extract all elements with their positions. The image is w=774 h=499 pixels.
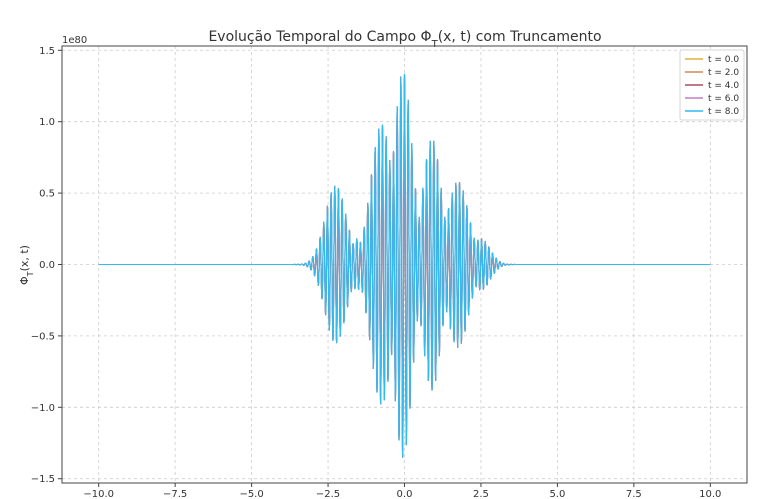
x-tick-label: −7.5	[163, 489, 187, 499]
y-tick-label: −0.5	[31, 331, 55, 342]
legend-label: t = 4.0	[708, 81, 739, 91]
y-tick-label: −1.5	[31, 474, 55, 485]
x-tick-label: 5.0	[549, 489, 565, 499]
y-tick-label: −1.0	[31, 403, 55, 414]
y-offset-label: 1e80	[62, 35, 87, 46]
x-tick-label: 10.0	[699, 489, 721, 499]
x-tick-label: 0.0	[397, 489, 413, 499]
legend-box	[679, 49, 745, 121]
legend-label: t = 8.0	[708, 107, 739, 117]
y-tick-label: 1.5	[39, 46, 55, 57]
chart-title: Evolução Temporal do Campo ΦT(x, t) com …	[208, 29, 601, 50]
x-tick-label: −10.0	[83, 489, 114, 499]
legend: t = 0.0 t = 2.0 t = 4.0 t = 6.0 t = 8.0	[679, 49, 745, 121]
y-tick-label: 0.5	[39, 189, 55, 200]
x-tick-label: −5.0	[239, 489, 263, 499]
series-line-5	[98, 73, 711, 458]
x-tick-label: 2.5	[473, 489, 489, 499]
x-tick-label: 7.5	[626, 489, 642, 499]
series-layer	[98, 73, 711, 458]
x-tick-label: −2.5	[316, 489, 340, 499]
y-tick-label: 0.0	[39, 260, 55, 271]
legend-label: t = 0.0	[708, 55, 739, 65]
x-axis-ticks: −10.0 −7.5 −5.0 −2.5 0.0 2.5 5.0 7.5 10.0	[83, 483, 721, 499]
legend-label: t = 6.0	[708, 94, 739, 104]
y-axis-label: ΦT(x, t)	[18, 245, 35, 285]
legend-label: t = 2.0	[708, 68, 739, 78]
y-axis-ticks: −1.5 −1.0 −0.5 0.0 0.5 1.0 1.5	[31, 46, 62, 485]
y-tick-label: 1.0	[39, 117, 55, 128]
